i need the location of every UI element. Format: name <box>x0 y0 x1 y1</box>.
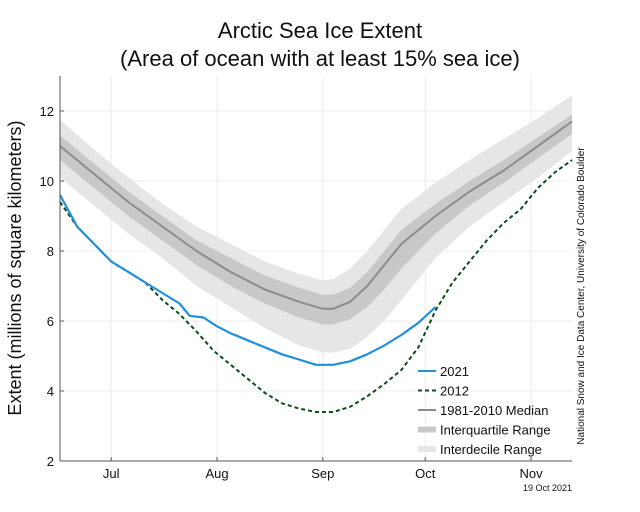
series-2012-line <box>59 159 573 413</box>
series-lines <box>59 120 573 413</box>
legend-label: 1981-2010 Median <box>440 403 548 418</box>
series-2021-line <box>59 194 437 366</box>
legend-item-interquartile: Interquartile Range <box>418 423 551 438</box>
y-tick-label: 12 <box>40 104 54 119</box>
y-tick-label: 10 <box>40 174 54 189</box>
x-tick-label: Sep <box>311 466 334 481</box>
legend-label: 2021 <box>440 364 469 379</box>
x-tick-label: Oct <box>415 466 436 481</box>
legend-label: Interdecile Range <box>440 442 542 457</box>
legend-item-interdecile: Interdecile Range <box>418 442 542 457</box>
y-tick-label: 6 <box>47 314 54 329</box>
y-tick-label: 4 <box>47 384 54 399</box>
chart-subtitle: (Area of ocean with at least 15% sea ice… <box>120 46 520 71</box>
interquartile-band <box>60 114 572 325</box>
tick-labels: 2 4 6 8 10 12 Jul Aug Sep Oct Nov <box>40 104 544 481</box>
legend-label: 2012 <box>440 384 469 399</box>
range-bands <box>60 95 572 353</box>
x-tick-label: Jul <box>103 466 120 481</box>
legend-item-median: 1981-2010 Median <box>418 403 548 418</box>
legend-label: Interquartile Range <box>440 423 551 438</box>
legend-item-2012: 2012 <box>418 384 469 399</box>
y-tick-label: 8 <box>47 244 54 259</box>
chart-title: Arctic Sea Ice Extent <box>217 18 423 43</box>
y-tick-label: 2 <box>47 454 54 469</box>
x-tick-label: Nov <box>519 466 543 481</box>
axes <box>59 76 572 462</box>
x-tick-label: Aug <box>205 466 228 481</box>
median-line <box>59 120 573 310</box>
legend: 2021 2012 1981-2010 Median Interquartile Ra… <box>418 364 551 457</box>
date-stamp: 19 Oct 2021 <box>522 483 572 493</box>
legend-item-2021: 2021 <box>418 364 469 379</box>
